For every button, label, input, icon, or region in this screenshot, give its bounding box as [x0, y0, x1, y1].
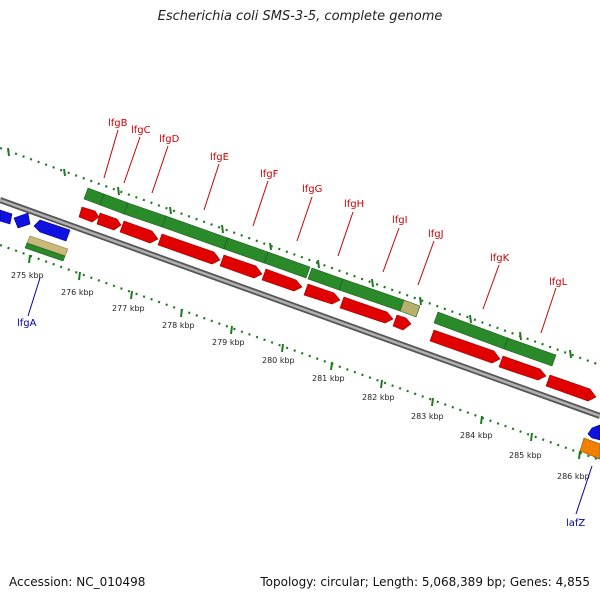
gene-label-lafz: lafZ — [566, 518, 585, 529]
tick-label: 278 kbp — [162, 321, 195, 330]
gene-label-lfga: lfgA — [17, 318, 37, 329]
gene-block — [503, 337, 557, 367]
gene-label-lfgb: lfgB — [108, 118, 128, 129]
backbone — [0, 197, 600, 419]
cds-arrow — [13, 212, 31, 229]
tick-label: 284 kbp — [460, 431, 493, 440]
cds-arrow — [429, 329, 501, 364]
gene-label-lfge: lfgE — [210, 152, 229, 163]
gene-block — [399, 299, 421, 318]
cds-arrow — [303, 283, 341, 305]
cds-arrow — [261, 268, 303, 292]
cds-arrow — [0, 209, 13, 225]
tick-labels: 275 kbp 276 kbp 277 kbp 278 kbp 279 kbp … — [11, 271, 590, 481]
gene-label-lfgf: lfgF — [260, 169, 279, 180]
gene-label-lfgi: lfgI — [392, 215, 408, 226]
tick-label: 275 kbp — [11, 271, 44, 280]
tick-label: 282 kbp — [362, 393, 395, 402]
genome-summary-text: Topology: circular; Length: 5,068,389 bp… — [260, 575, 590, 589]
outer-major-ticks — [7, 147, 572, 359]
cds-arrow — [339, 296, 394, 324]
tick-label: 276 kbp — [61, 288, 94, 297]
cds-arrow — [157, 233, 221, 265]
cds-arrow — [119, 220, 159, 244]
map-title: Escherichia coli SMS-3-5, complete genom… — [157, 9, 443, 24]
inner-tick-ring — [0, 243, 600, 462]
tick-label: 281 kbp — [312, 374, 345, 383]
gene-label-lfgd: lfgD — [159, 134, 180, 145]
gene-label-lfgc: lfgC — [131, 125, 151, 136]
tick-label: 277 kbp — [112, 304, 145, 313]
cds-arrow — [545, 374, 597, 402]
tick-label: 285 kbp — [509, 451, 542, 460]
gene-block — [99, 193, 129, 215]
cds-arrow — [219, 254, 263, 279]
cds-arrow — [78, 206, 100, 223]
misc-feature — [579, 437, 600, 460]
outer-tick-ring — [0, 146, 600, 367]
gene-label-lfgl: lfgL — [549, 277, 568, 288]
gene-label-lfgg: lfgG — [302, 184, 322, 195]
tick-label: 279 kbp — [212, 338, 245, 347]
cds-arrow — [498, 355, 547, 381]
label-leaders — [27, 129, 593, 515]
cds-arrow — [587, 424, 600, 441]
forward-cds-row — [78, 206, 597, 402]
gene-labels: lfgB lfgC lfgD lfgE lfgF lfgG lfgH lfgI … — [17, 118, 585, 529]
tick-label: 286 kbp — [557, 472, 590, 481]
gene-label-lfgk: lfgK — [490, 253, 510, 264]
gene-label-lfgj: lfgJ — [428, 229, 444, 240]
cds-arrow — [96, 212, 122, 231]
misc-feature — [24, 242, 66, 262]
misc-feature-row — [24, 235, 600, 460]
tick-label: 280 kbp — [262, 356, 295, 365]
cds-arrow — [392, 314, 412, 331]
gene-label-lfgh: lfgH — [344, 199, 364, 210]
inner-major-ticks — [28, 254, 581, 460]
cds-arrow — [33, 219, 71, 242]
gene-block — [263, 251, 311, 279]
forward-gene-row — [83, 187, 557, 367]
tick-label: 283 kbp — [411, 412, 444, 421]
reverse-cds-row — [0, 209, 600, 460]
accession-text: Accession: NC_010498 — [9, 575, 146, 589]
